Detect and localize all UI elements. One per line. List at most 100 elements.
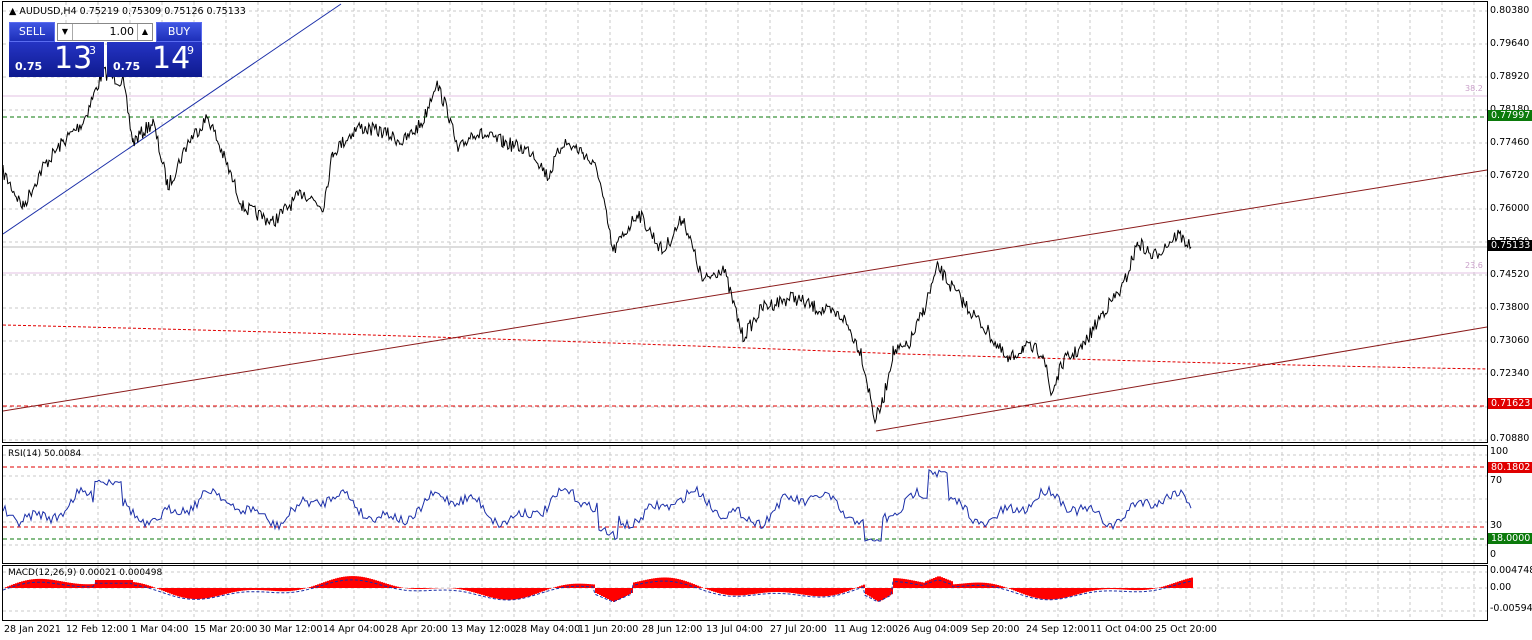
macd-histogram-bar — [523, 588, 525, 598]
macd-histogram-bar — [209, 588, 211, 598]
macd-histogram-bar — [923, 582, 925, 588]
macd-histogram-bar — [1011, 588, 1013, 590]
macd-histogram-bar — [5, 587, 7, 588]
macd-histogram-bar — [583, 583, 585, 588]
macd-histogram-bar — [211, 588, 213, 598]
macd-histogram-bar — [171, 588, 173, 595]
macd-histogram-bar — [861, 585, 863, 588]
macd-histogram-bar — [413, 588, 415, 589]
lot-size-input[interactable]: ▼ 1.00 ▲ — [57, 23, 153, 41]
macd-histogram-bar — [1045, 588, 1047, 600]
macd-histogram-bar — [729, 588, 731, 596]
buy-price-button[interactable]: 0.75 14 9 — [107, 42, 202, 77]
macd-histogram-bar — [925, 581, 927, 588]
macd-histogram-bar — [319, 583, 321, 588]
lot-increase-icon[interactable]: ▲ — [137, 24, 152, 40]
macd-histogram-bar — [179, 588, 181, 597]
macd-histogram-bar — [753, 588, 755, 595]
macd-histogram-bar — [1067, 588, 1069, 597]
macd-histogram-bar — [261, 588, 263, 591]
macd-histogram-bar — [999, 585, 1001, 588]
macd-histogram-bar — [683, 580, 685, 588]
macd-histogram-bar — [1037, 588, 1039, 599]
lot-size-value[interactable]: 1.00 — [109, 25, 135, 38]
macd-histogram-bar — [553, 587, 555, 588]
macd-histogram-bar — [927, 580, 929, 588]
macd-histogram-bar — [1027, 588, 1029, 596]
macd-histogram-bar — [251, 588, 253, 590]
macd-histogram-bar — [649, 579, 651, 588]
macd-histogram-bar — [1143, 588, 1145, 590]
macd-histogram-bar — [33, 579, 35, 588]
macd-histogram-bar — [247, 588, 249, 591]
macd-histogram-bar — [525, 588, 527, 598]
macd-histogram-bar — [399, 587, 401, 588]
macd-histogram-bar — [881, 588, 883, 601]
macd-histogram-bar — [717, 588, 719, 593]
macd-histogram-bar — [783, 588, 785, 593]
macd-indicator-pane[interactable]: MACD(12,26,9) 0.00021 0.000498 — [2, 565, 1488, 621]
macd-histogram-bar — [45, 579, 47, 588]
macd-histogram-bar — [125, 580, 127, 588]
macd-histogram-bar — [549, 588, 551, 589]
macd-histogram-bar — [1123, 588, 1125, 590]
macd-histogram-bar — [627, 588, 629, 595]
macd-histogram-bar — [531, 588, 533, 596]
macd-histogram-bar — [11, 584, 13, 588]
macd-histogram-bar — [167, 588, 169, 593]
macd-histogram-bar — [417, 588, 419, 590]
macd-histogram-bar — [145, 584, 147, 588]
macd-histogram-bar — [1079, 588, 1081, 594]
sell-price-button[interactable]: 0.75 13 3 — [9, 42, 104, 77]
macd-histogram-bar — [943, 578, 945, 588]
macd-histogram-bar — [873, 588, 875, 599]
macd-histogram-bar — [603, 588, 605, 597]
macd-histogram-bar — [879, 588, 881, 602]
macd-histogram-bar — [421, 588, 423, 589]
macd-histogram-bar — [221, 588, 223, 595]
macd-histogram-bar — [185, 588, 187, 599]
macd-histogram-bar — [35, 578, 37, 588]
macd-histogram-bar — [615, 588, 617, 601]
macd-histogram-bar — [1163, 586, 1165, 588]
macd-histogram-bar — [1075, 588, 1077, 595]
macd-histogram-bar — [903, 578, 905, 588]
macd-histogram-bar — [589, 584, 591, 588]
collapse-arrow-icon[interactable]: ▲ — [9, 6, 17, 17]
buy-button[interactable]: BUY — [156, 22, 202, 42]
macd-histogram-bar — [325, 581, 327, 588]
macd-histogram-bar — [1055, 588, 1057, 600]
macd-histogram-bar — [1165, 585, 1167, 588]
macd-histogram-bar — [1111, 588, 1113, 590]
macd-histogram-bar — [591, 584, 593, 588]
macd-histogram-bar — [653, 578, 655, 588]
macd-histogram-bar — [1035, 588, 1037, 598]
macd-tick: 0.00 — [1490, 582, 1512, 593]
macd-histogram-bar — [241, 588, 243, 591]
macd-histogram-bar — [201, 588, 203, 599]
macd-histogram-bar — [245, 588, 247, 591]
macd-histogram-bar — [163, 588, 165, 592]
macd-histogram-bar — [639, 581, 641, 588]
sell-button[interactable]: SELL — [9, 22, 55, 42]
macd-histogram-bar — [165, 588, 167, 592]
macd-histogram-bar — [215, 588, 217, 597]
macd-histogram-bar — [1093, 588, 1095, 591]
macd-histogram-bar — [535, 588, 537, 594]
rsi-title: RSI(14) 50.0084 — [8, 449, 82, 459]
macd-histogram-bar — [1097, 588, 1099, 590]
price-chart-pane[interactable]: ▲ AUDUSD,H4 0.75219 0.75309 0.75126 0.75… — [2, 1, 1488, 443]
macd-histogram-bar — [1033, 588, 1035, 598]
macd-histogram-bar — [871, 588, 873, 598]
macd-histogram-bar — [339, 577, 341, 588]
macd-histogram-bar — [1025, 588, 1027, 595]
macd-histogram-bar — [965, 583, 967, 588]
macd-histogram-bar — [785, 588, 787, 593]
lot-decrease-icon[interactable]: ▼ — [58, 24, 73, 40]
macd-histogram-bar — [289, 588, 291, 592]
macd-histogram-bar — [385, 583, 387, 588]
macd-histogram-bar — [55, 580, 57, 588]
rsi-indicator-pane[interactable]: RSI(14) 50.0084 — [2, 445, 1488, 564]
macd-histogram-bar — [331, 579, 333, 588]
macd-histogram-bar — [1139, 588, 1141, 591]
